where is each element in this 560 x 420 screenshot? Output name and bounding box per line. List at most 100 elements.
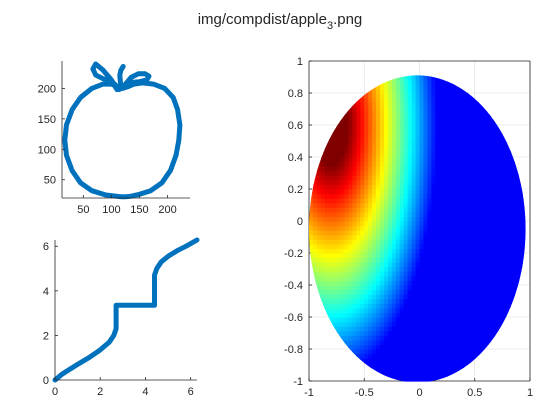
heatmap-cell xyxy=(407,216,413,222)
heatmap-cell xyxy=(470,157,476,163)
heatmap-cell xyxy=(391,157,397,163)
heatmap-cell xyxy=(486,266,492,272)
heatmap-cell xyxy=(451,317,456,323)
heatmap-cell xyxy=(340,79,346,85)
heatmap-cell xyxy=(352,161,357,167)
heatmap-cell xyxy=(514,175,519,181)
heatmap-cell xyxy=(462,102,468,108)
heatmap-cell xyxy=(506,166,511,172)
heatmap-cell xyxy=(399,344,405,350)
x-tick-label: 0 xyxy=(52,386,58,398)
heatmap-cell xyxy=(364,102,369,108)
heatmap-cell xyxy=(419,189,425,195)
heatmap-cell xyxy=(502,184,507,190)
heatmap-cell xyxy=(439,253,444,259)
heatmap-cell xyxy=(462,211,468,218)
heatmap-cell xyxy=(451,88,456,94)
heatmap-cell xyxy=(380,225,385,231)
heatmap-cell xyxy=(447,289,452,295)
heatmap-cell xyxy=(387,298,393,304)
heatmap-cell xyxy=(451,335,456,341)
heatmap-cell xyxy=(332,166,338,172)
heatmap-cell xyxy=(348,147,354,154)
heatmap-cell xyxy=(360,275,365,282)
heatmap-cell xyxy=(376,61,381,66)
heatmap-cell xyxy=(403,189,409,195)
heatmap-cell xyxy=(332,234,338,240)
heatmap-cell xyxy=(399,285,405,291)
heatmap-cell xyxy=(474,225,480,231)
heatmap-cell xyxy=(486,175,492,181)
heatmap-cell xyxy=(458,371,464,378)
heatmap-cell xyxy=(458,225,464,231)
heatmap-cell xyxy=(340,189,346,195)
heatmap-cell xyxy=(439,106,444,112)
heatmap-cell xyxy=(506,239,511,245)
heatmap-cell xyxy=(348,362,354,368)
heatmap-cell xyxy=(474,106,480,112)
heatmap-cell xyxy=(368,243,373,250)
heatmap-cell xyxy=(356,330,361,336)
heatmap-cell xyxy=(332,371,338,378)
heatmap-cell xyxy=(383,371,389,378)
heatmap-cell xyxy=(352,157,357,163)
heatmap-cell xyxy=(356,143,361,149)
heatmap-cell xyxy=(451,257,456,263)
heatmap-cell xyxy=(514,129,519,135)
heatmap-cell xyxy=(502,330,507,336)
heatmap-cell xyxy=(458,170,464,176)
heatmap-cell xyxy=(356,115,361,122)
heatmap-cell xyxy=(458,349,464,355)
heatmap-cell xyxy=(383,102,389,108)
heatmap-cell xyxy=(348,339,354,346)
heatmap-cell xyxy=(462,326,468,332)
heatmap-cell xyxy=(356,239,361,245)
heatmap-cell xyxy=(312,198,318,204)
heatmap-cell xyxy=(502,239,507,245)
heatmap-cell xyxy=(482,289,488,295)
heatmap-cell xyxy=(356,344,361,350)
heatmap-cell xyxy=(415,266,421,272)
heatmap-cell xyxy=(443,330,448,336)
heatmap-cell xyxy=(364,262,369,268)
heatmap-cell xyxy=(407,207,413,213)
heatmap-cell xyxy=(490,248,496,254)
heatmap-cell xyxy=(518,330,523,336)
heatmap-cell xyxy=(510,289,515,295)
heatmap-cell xyxy=(451,207,456,213)
heatmap-cell xyxy=(312,330,318,336)
heatmap-cell xyxy=(510,230,515,236)
heatmap-cell xyxy=(490,179,496,186)
heatmap-cell xyxy=(383,179,389,186)
heatmap-cell xyxy=(336,93,342,99)
heatmap-cell xyxy=(514,253,519,259)
heatmap-cell xyxy=(478,289,484,295)
heatmap-cell xyxy=(474,102,480,108)
heatmap-cell xyxy=(372,184,377,190)
heatmap-cell xyxy=(510,221,515,227)
heatmap-cell xyxy=(388,66,393,71)
heatmap-cell xyxy=(380,335,385,341)
heatmap-cell xyxy=(502,243,507,250)
heatmap-cell xyxy=(419,147,425,154)
heatmap-cell xyxy=(391,262,397,268)
heatmap-cell xyxy=(435,307,440,314)
heatmap-cell xyxy=(443,152,448,158)
heatmap-cell xyxy=(376,326,381,332)
heatmap-cell xyxy=(312,179,318,186)
heatmap-cell xyxy=(391,161,397,167)
heatmap-cell xyxy=(435,157,440,163)
y-tick-label: -0.2 xyxy=(284,248,303,260)
heatmap-cell xyxy=(490,307,496,314)
heatmap-cell xyxy=(316,326,322,332)
heatmap-cell xyxy=(332,143,338,149)
heatmap-cell xyxy=(376,75,381,80)
x-tick-label: 50 xyxy=(77,204,89,216)
heatmap-cell xyxy=(435,125,440,131)
heatmap-cell xyxy=(309,157,314,163)
heatmap-cell xyxy=(368,335,373,341)
heatmap-cell xyxy=(356,138,361,144)
heatmap-cell xyxy=(447,248,452,254)
heatmap-cell xyxy=(518,70,523,75)
heatmap-cell xyxy=(340,175,346,181)
